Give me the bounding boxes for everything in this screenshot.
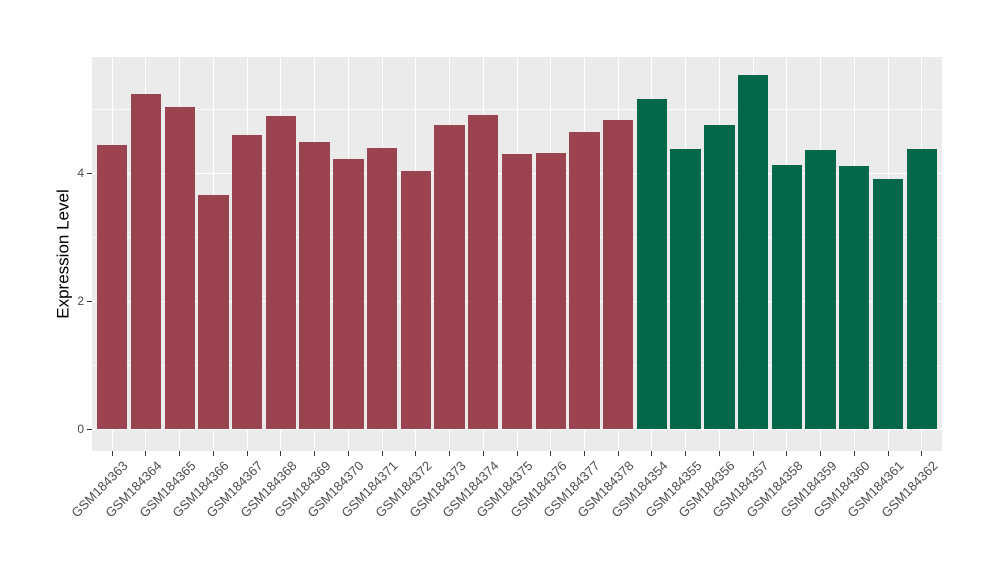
x-axis-tick: [718, 451, 720, 456]
x-axis-tick: [516, 451, 518, 456]
x-axis-tick: [887, 451, 889, 456]
x-axis-tick: [415, 451, 417, 456]
plot-panel: [92, 57, 942, 451]
x-axis-tick: [617, 451, 619, 456]
bar: [366, 147, 398, 430]
bar: [299, 142, 330, 430]
bar: [434, 124, 465, 430]
x-axis-tick: [280, 451, 282, 456]
bar: [535, 152, 566, 430]
bar: [839, 166, 870, 430]
x-axis-tick: [347, 451, 349, 456]
bar: [468, 115, 499, 430]
bar: [872, 179, 904, 430]
x-axis-tick: [550, 451, 552, 456]
x-axis-tick: [246, 451, 248, 456]
y-axis-tick: [87, 300, 92, 302]
bar: [501, 154, 533, 430]
bar: [704, 125, 735, 430]
y-axis-tick: [87, 428, 92, 430]
x-axis-tick: [786, 451, 788, 456]
bar: [906, 149, 937, 430]
bar: [164, 106, 195, 430]
bar: [569, 132, 600, 430]
bar: [333, 159, 364, 430]
bar: [130, 94, 162, 430]
bar: [400, 170, 431, 430]
bar: [231, 135, 263, 430]
x-axis-tick: [820, 451, 822, 456]
x-axis-tick: [212, 451, 214, 456]
x-axis-tick: [752, 451, 754, 456]
y-axis-tick-label: 0: [77, 422, 84, 437]
y-axis-title: Expression Level: [51, 57, 77, 451]
y-axis-tick: [87, 172, 92, 174]
x-axis-tick: [111, 451, 113, 456]
x-axis-tick: [449, 451, 451, 456]
bar: [97, 144, 128, 430]
y-axis-title-text: Expression Level: [54, 189, 73, 319]
y-axis-tick-label: 2: [77, 294, 84, 309]
bar: [265, 115, 297, 430]
x-axis-tick: [145, 451, 147, 456]
bar: [771, 165, 802, 430]
x-axis-tick: [314, 451, 316, 456]
bar: [670, 149, 701, 430]
y-axis-tick-label: 4: [77, 166, 84, 181]
x-axis-tick: [482, 451, 484, 456]
x-axis-tick: [583, 451, 585, 456]
bar: [603, 120, 634, 430]
x-axis-tick: [685, 451, 687, 456]
x-axis-tick: [921, 451, 923, 456]
bar: [737, 74, 769, 430]
x-axis-tick: [381, 451, 383, 456]
x-axis-tick: [853, 451, 855, 456]
x-axis-tick: [651, 451, 653, 456]
bar: [636, 99, 668, 430]
bar: [198, 195, 229, 430]
x-axis-tick: [179, 451, 181, 456]
bar: [805, 150, 836, 430]
